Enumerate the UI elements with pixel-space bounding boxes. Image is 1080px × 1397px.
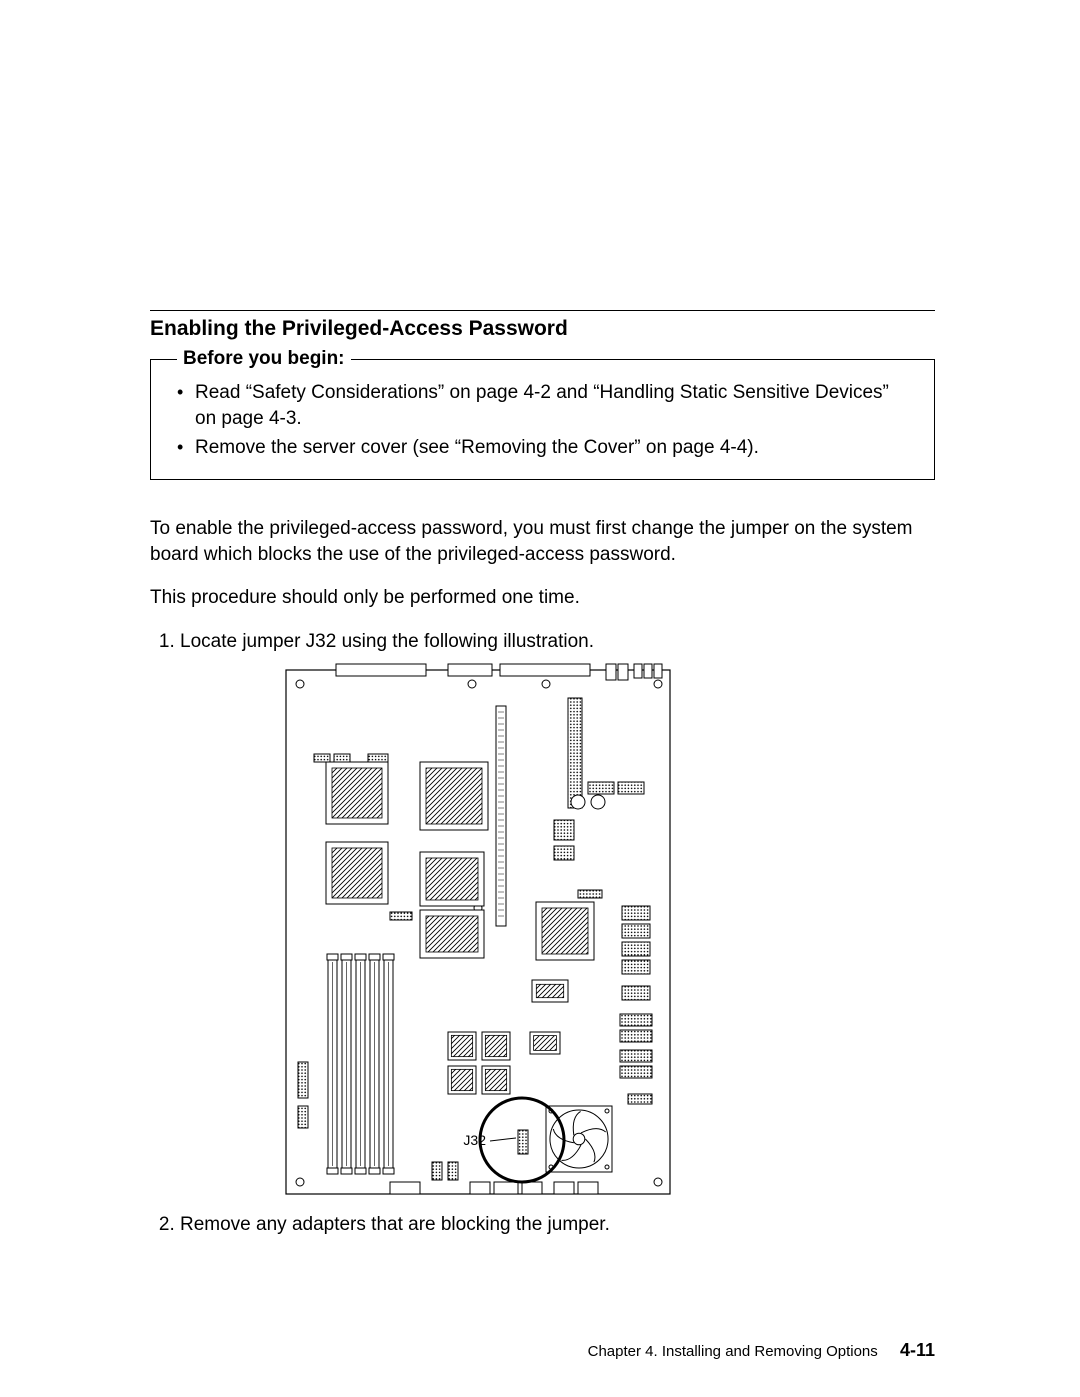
procedure-steps-continued: Remove any adapters that are blocking th… <box>150 1212 935 1238</box>
callout-legend: Before you begin: <box>177 348 351 370</box>
callout-item: Remove the server cover (see “Removing t… <box>195 435 912 461</box>
document-page: Enabling the Privileged-Access Password … <box>0 0 1080 1397</box>
before-you-begin-box: Before you begin: Read “Safety Considera… <box>150 359 935 480</box>
procedure-steps: Locate jumper J32 using the following il… <box>150 629 935 655</box>
section-heading: Enabling the Privileged-Access Password <box>150 317 935 341</box>
callout-item: Read “Safety Considerations” on page 4-2… <box>195 380 912 431</box>
step-2: Remove any adapters that are blocking th… <box>180 1212 935 1238</box>
system-board-diagram: J32 <box>278 662 678 1202</box>
page-footer: Chapter 4. Installing and Removing Optio… <box>588 1340 935 1361</box>
heading-rule <box>150 310 935 311</box>
intro-paragraph-2: This procedure should only be performed … <box>150 585 935 611</box>
step-1: Locate jumper J32 using the following il… <box>180 629 935 655</box>
footer-page-number: 4-11 <box>900 1340 935 1360</box>
system-board-figure: J32 <box>278 662 935 1202</box>
svg-text:J32: J32 <box>463 1132 486 1148</box>
callout-list: Read “Safety Considerations” on page 4-2… <box>173 380 912 461</box>
intro-paragraph-1: To enable the privileged-access password… <box>150 516 935 567</box>
footer-chapter: Chapter 4. Installing and Removing Optio… <box>588 1343 878 1360</box>
